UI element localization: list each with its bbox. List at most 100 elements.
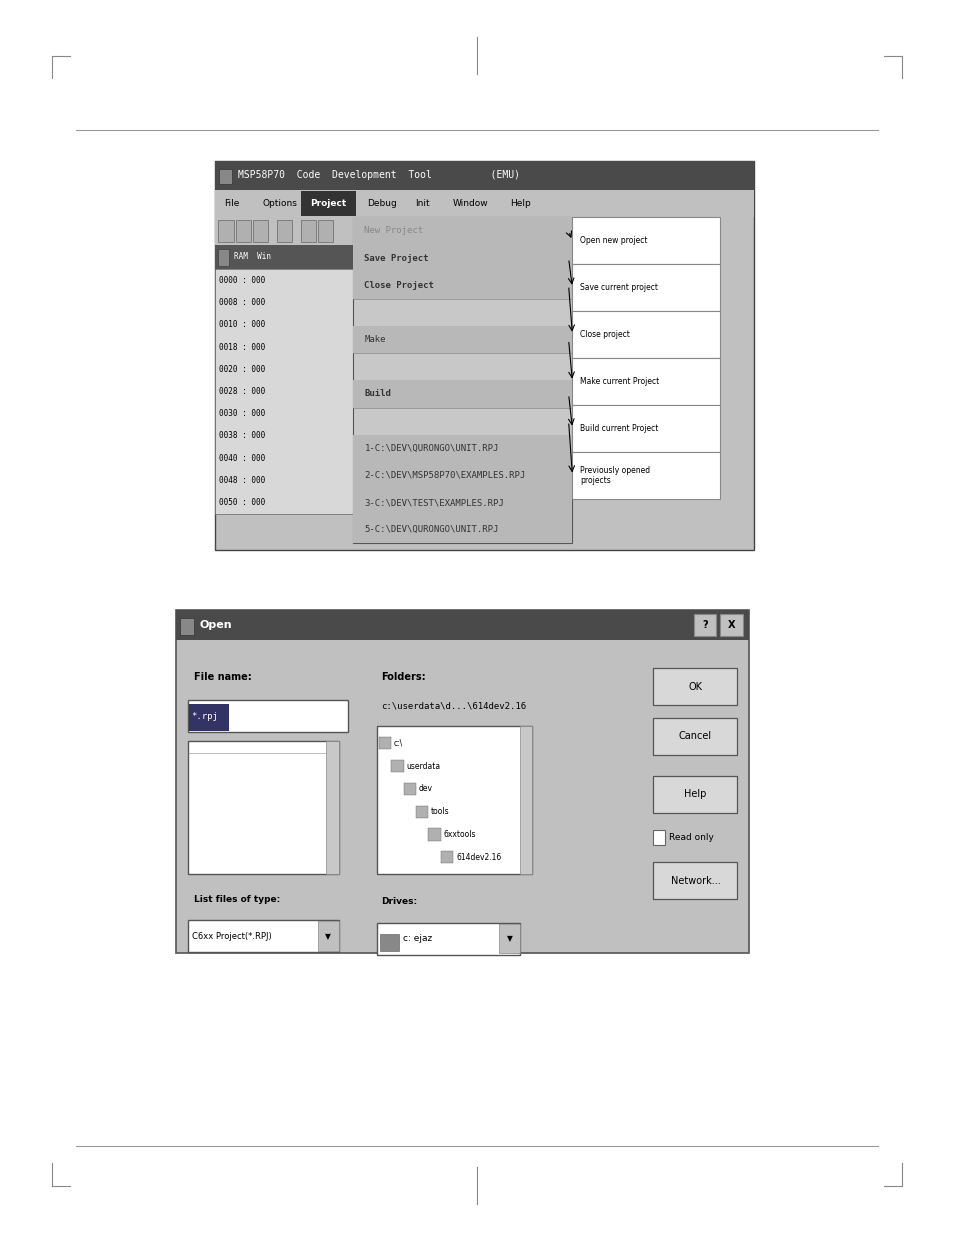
Bar [353, 326, 572, 353]
Bar [353, 516, 572, 543]
Bar [214, 190, 753, 217]
Bar [353, 380, 572, 408]
Bar [653, 776, 737, 813]
Text: Save current project: Save current project [579, 283, 658, 293]
Bar [235, 220, 251, 242]
Bar [217, 249, 229, 266]
Bar [572, 405, 720, 452]
Text: Init: Init [415, 199, 429, 209]
Bar [353, 217, 572, 245]
Bar [219, 169, 232, 184]
Bar [519, 726, 532, 874]
Text: Options: Options [262, 199, 297, 209]
Text: Build current Project: Build current Project [579, 424, 658, 433]
Text: *.rpj: *.rpj [191, 711, 217, 721]
Bar [391, 760, 403, 772]
Bar [572, 217, 720, 264]
Bar [176, 610, 748, 640]
Text: userdata: userdata [406, 762, 440, 771]
Text: Project: Project [310, 199, 346, 209]
Text: ▼: ▼ [325, 931, 331, 941]
Bar [300, 191, 355, 216]
Text: Save Project: Save Project [364, 253, 429, 263]
Bar [353, 272, 572, 299]
Text: Make: Make [364, 335, 386, 345]
Bar [498, 924, 519, 953]
Bar [253, 220, 268, 242]
Text: Previously opened
projects: Previously opened projects [579, 466, 650, 485]
Bar [353, 489, 572, 516]
Bar [653, 862, 737, 899]
Text: Window: Window [453, 199, 488, 209]
Bar [653, 668, 737, 705]
Bar [276, 220, 292, 242]
Bar [300, 220, 315, 242]
Text: File: File [224, 199, 239, 209]
Bar [189, 704, 229, 731]
Bar [353, 217, 572, 543]
Text: 0018 : 000: 0018 : 000 [219, 342, 265, 352]
Text: Help: Help [510, 199, 531, 209]
Bar [376, 923, 519, 955]
Text: Drives:: Drives: [381, 897, 417, 906]
Bar [440, 851, 453, 863]
Text: 0030 : 000: 0030 : 000 [219, 409, 265, 419]
Text: c:\: c:\ [394, 739, 403, 747]
Bar [572, 264, 720, 311]
Bar [378, 737, 391, 750]
Text: Make current Project: Make current Project [579, 377, 659, 387]
Bar [572, 452, 720, 499]
Bar [353, 435, 572, 462]
Bar [428, 829, 440, 841]
Text: Network...: Network... [670, 876, 720, 885]
Bar [693, 614, 716, 636]
Bar [353, 462, 572, 489]
Text: 0048 : 000: 0048 : 000 [219, 475, 265, 485]
Bar [214, 245, 353, 269]
Text: Read only: Read only [668, 832, 713, 842]
Bar [376, 726, 532, 874]
Bar [379, 934, 398, 951]
Text: C6xx Project(*.RPJ): C6xx Project(*.RPJ) [192, 931, 272, 941]
Text: 0020 : 000: 0020 : 000 [219, 364, 265, 374]
Text: Build: Build [364, 389, 391, 399]
Bar [218, 220, 233, 242]
Bar [214, 161, 753, 190]
Text: ?: ? [701, 620, 707, 630]
Text: Close project: Close project [579, 330, 629, 340]
Text: 0000 : 000: 0000 : 000 [219, 275, 265, 285]
Text: File name:: File name: [193, 672, 252, 682]
Text: 0038 : 000: 0038 : 000 [219, 431, 265, 441]
Bar [214, 269, 353, 514]
Text: 0028 : 000: 0028 : 000 [219, 387, 265, 396]
Bar [214, 161, 753, 550]
Bar [180, 618, 193, 635]
Bar [214, 217, 353, 245]
Bar [416, 805, 428, 818]
Text: RAM  Win: RAM Win [233, 252, 271, 262]
Bar [326, 741, 338, 874]
Bar [317, 921, 338, 951]
Text: 5-C:\DEV\QURONGO\UNIT.RPJ: 5-C:\DEV\QURONGO\UNIT.RPJ [364, 525, 498, 535]
Text: 6xxtools: 6xxtools [443, 830, 476, 839]
Text: ▼: ▼ [506, 934, 512, 944]
Text: OK: OK [688, 682, 701, 692]
Text: 1-C:\DEV\QURONGO\UNIT.RPJ: 1-C:\DEV\QURONGO\UNIT.RPJ [364, 443, 498, 453]
Text: Close Project: Close Project [364, 280, 434, 290]
Bar [188, 920, 338, 952]
Bar [653, 830, 664, 845]
Text: tools: tools [431, 808, 450, 816]
Bar [653, 718, 737, 755]
Text: X: X [727, 620, 735, 630]
Text: 0050 : 000: 0050 : 000 [219, 498, 265, 508]
Bar [353, 245, 572, 272]
Text: New Project: New Project [364, 226, 423, 236]
Text: Cancel: Cancel [679, 731, 711, 741]
Text: 0010 : 000: 0010 : 000 [219, 320, 265, 330]
Text: MSP58P70  Code  Development  Tool          (EMU): MSP58P70 Code Development Tool (EMU) [237, 170, 519, 180]
Bar [176, 610, 748, 953]
Text: c:\userdata\d...\614dev2.16: c:\userdata\d...\614dev2.16 [381, 701, 526, 711]
Bar [572, 358, 720, 405]
Bar [188, 700, 348, 732]
Text: 614dev2.16: 614dev2.16 [456, 853, 500, 862]
